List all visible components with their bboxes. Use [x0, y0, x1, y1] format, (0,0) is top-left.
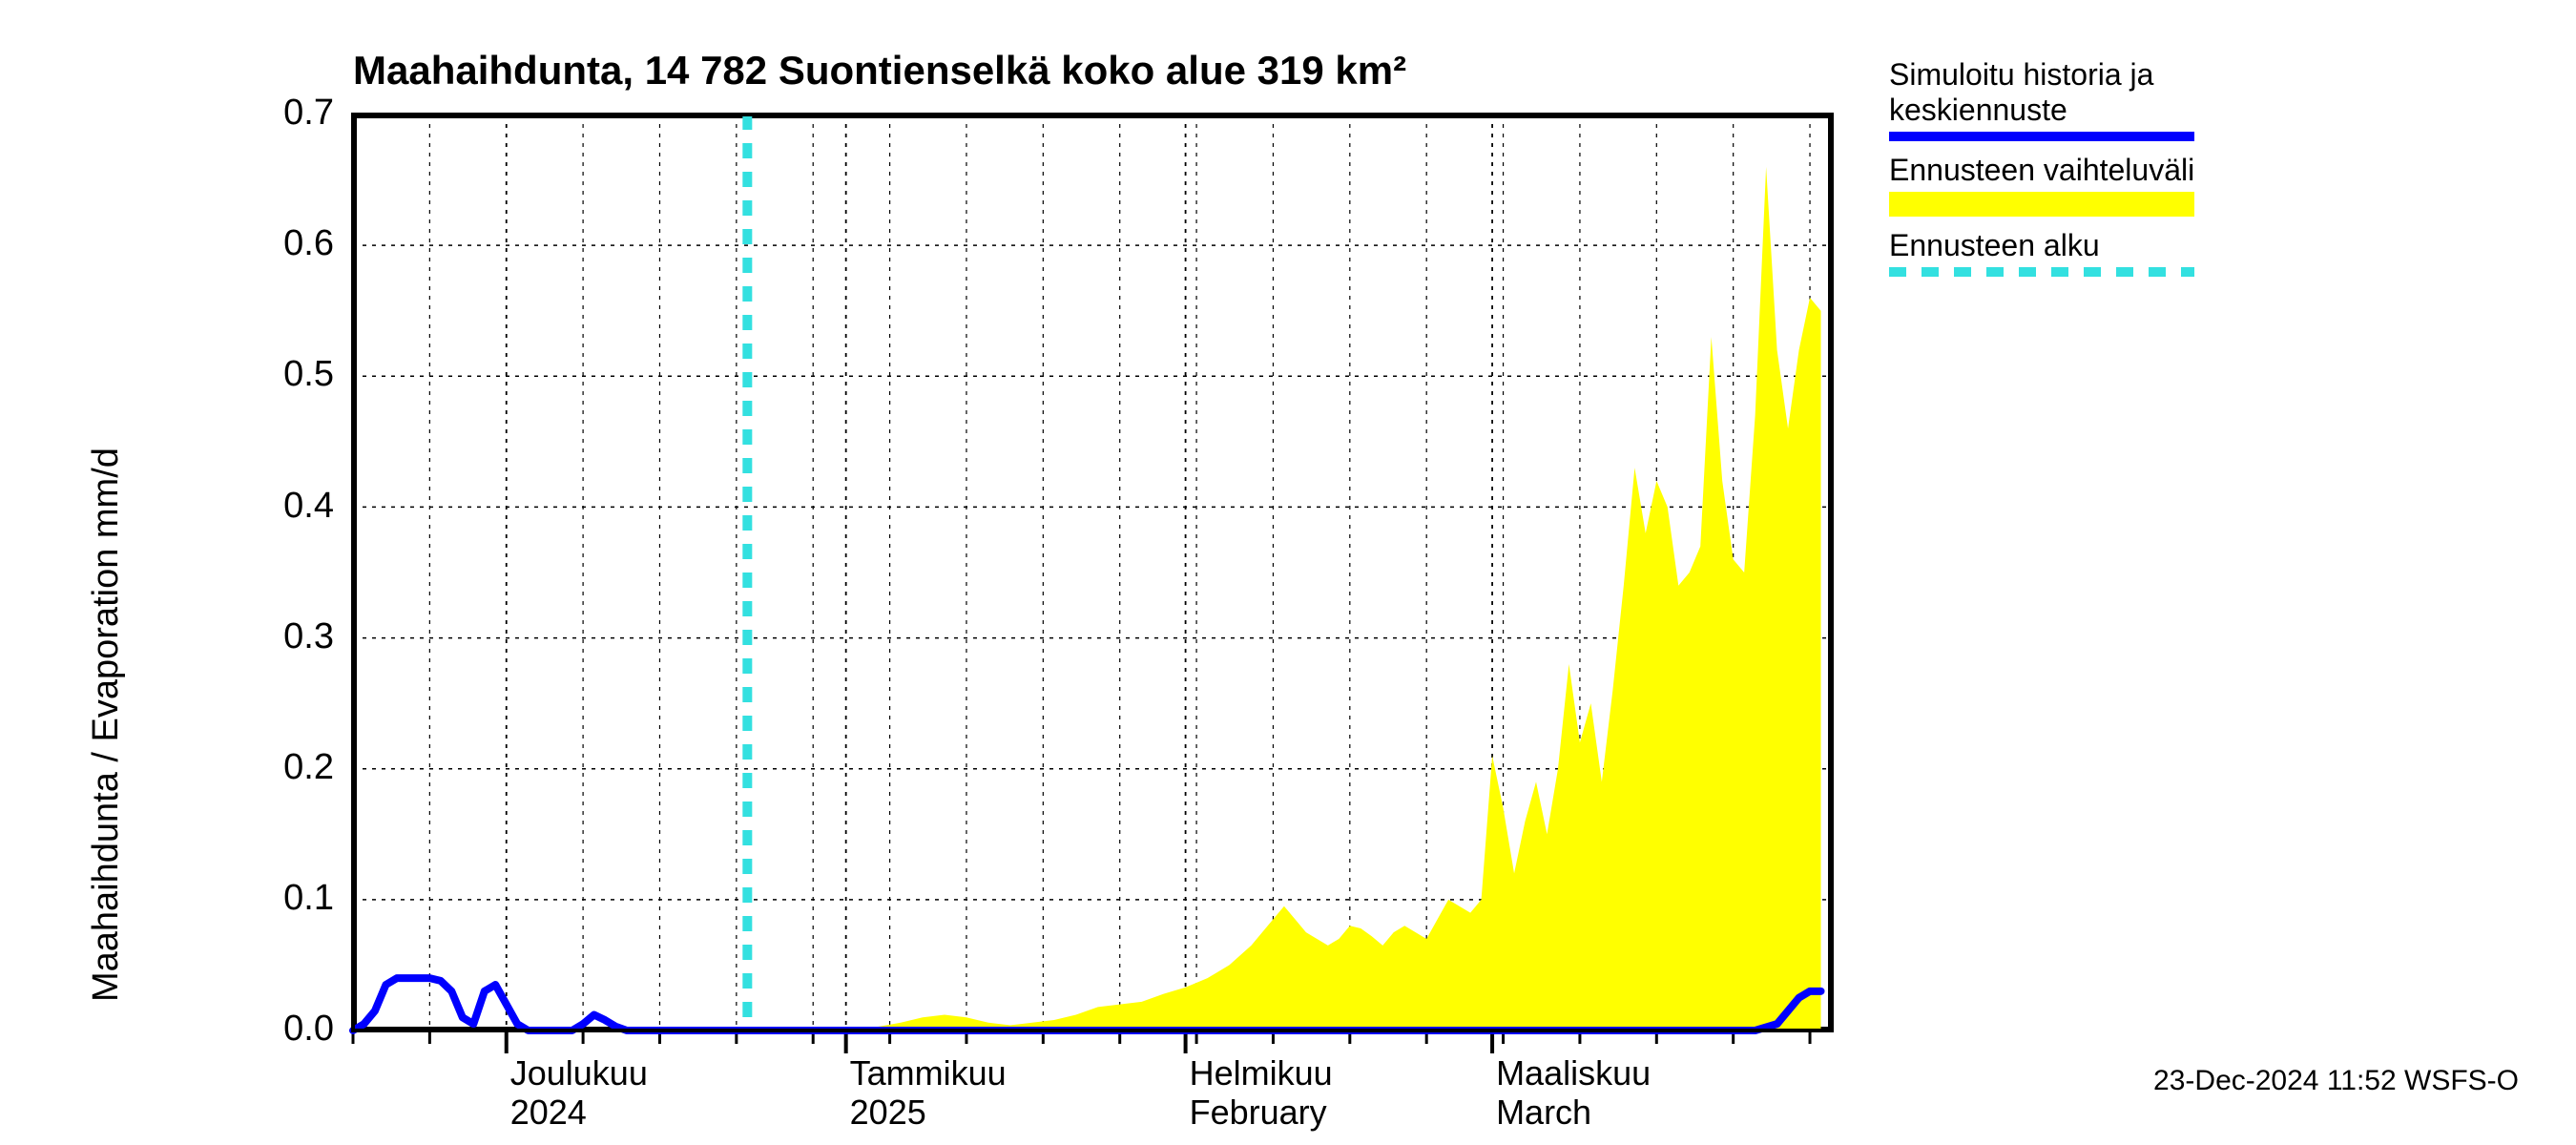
x-tick-sublabel: 2025: [850, 1093, 926, 1133]
timestamp-label: 23-Dec-2024 11:52 WSFS-O: [2153, 1065, 2519, 1097]
y-tick-label: 0.1: [248, 878, 334, 919]
x-tick-sublabel: March: [1496, 1093, 1591, 1133]
y-tick-label: 0.0: [248, 1009, 334, 1050]
x-tick-label: Helmikuu: [1190, 1053, 1333, 1093]
legend-text: keskiennuste: [1889, 93, 2194, 128]
legend-text: Simuloitu historia ja: [1889, 57, 2194, 93]
x-tick-sublabel: 2024: [510, 1093, 587, 1133]
legend-swatch: [1889, 192, 2194, 217]
legend-item: Ennusteen vaihteluväli: [1889, 153, 2194, 217]
x-tick-label: Joulukuu: [510, 1053, 648, 1093]
x-tick-label: Tammikuu: [850, 1053, 1007, 1093]
legend: Simuloitu historia jakeskiennuste Ennuste…: [1889, 57, 2194, 288]
y-tick-label: 0.7: [248, 93, 334, 134]
y-tick-label: 0.2: [248, 747, 334, 788]
chart-canvas: Maahaihdunta, 14 782 Suontienselkä koko …: [0, 0, 2576, 1145]
legend-text: Ennusteen vaihteluväli: [1889, 153, 2194, 188]
x-tick-label: Maaliskuu: [1496, 1053, 1651, 1093]
y-tick-label: 0.6: [248, 223, 334, 264]
legend-text: Ennusteen alku: [1889, 228, 2194, 263]
y-tick-label: 0.3: [248, 616, 334, 657]
y-tick-label: 0.4: [248, 486, 334, 527]
legend-swatch: [1889, 267, 2194, 277]
legend-swatch: [1889, 132, 2194, 141]
legend-item: Ennusteen alku: [1889, 228, 2194, 277]
x-tick-sublabel: February: [1190, 1093, 1327, 1133]
legend-item: Simuloitu historia jakeskiennuste: [1889, 57, 2194, 141]
y-tick-label: 0.5: [248, 354, 334, 395]
